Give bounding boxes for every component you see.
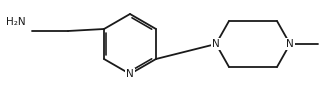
Text: N: N	[286, 39, 294, 49]
Text: H₂N: H₂N	[7, 17, 26, 27]
Text: N: N	[212, 39, 220, 49]
Text: N: N	[126, 69, 134, 79]
